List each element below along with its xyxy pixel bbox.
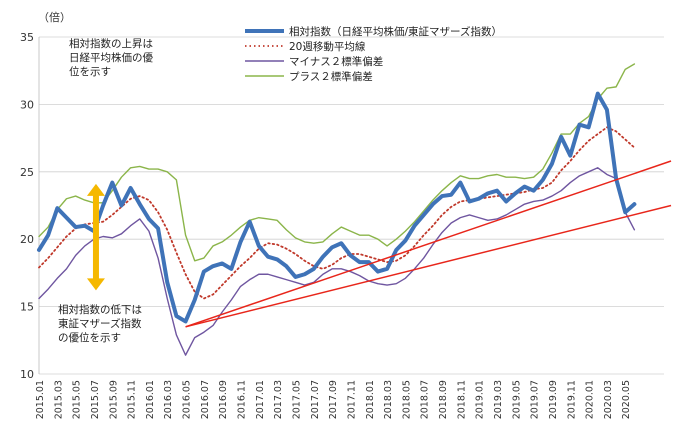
x-tick-2017.03: 2017.03 <box>273 380 284 419</box>
x-tick-2018.03: 2018.03 <box>383 380 394 419</box>
x-tick-2020.03: 2020.03 <box>603 380 614 419</box>
x-tick-2017.01: 2017.01 <box>255 380 266 419</box>
x-tick-2018.05: 2018.05 <box>401 380 412 419</box>
y-gridlines <box>38 36 664 375</box>
legend-label-2: マイナス２標準偏差 <box>289 55 383 68</box>
x-tick-2019.11: 2019.11 <box>566 380 577 419</box>
series-line-2 <box>38 167 636 356</box>
x-tick-2018.09: 2018.09 <box>438 380 449 419</box>
x-tick-2019.03: 2019.03 <box>493 380 504 419</box>
series-line-1 <box>38 126 636 300</box>
annotations: 相対指数の上昇は日経平均株価の優位を示す相対指数の低下は東証マザーズ指数の優位を… <box>58 37 153 344</box>
x-tick-2018.07: 2018.07 <box>420 380 431 419</box>
x-tick-2016.11: 2016.11 <box>237 380 248 419</box>
y-unit-label: （倍） <box>38 10 71 24</box>
note-bottom-line-0: 相対指数の低下は <box>58 303 142 316</box>
series-lines <box>37 63 637 356</box>
note-top-line-1: 日経平均株価の優 <box>69 51 153 64</box>
x-tick-2015.01: 2015.01 <box>35 380 46 419</box>
x-tick-2015.11: 2015.11 <box>127 380 138 419</box>
x-tick-2018.11: 2018.11 <box>456 380 467 419</box>
trend-line-0 <box>185 160 672 328</box>
x-tick-2017.05: 2017.05 <box>291 380 302 419</box>
x-tick-2015.07: 2015.07 <box>90 380 101 419</box>
legend-label-0: 相対指数（日経平均株価/東証マザーズ指数） <box>289 25 502 38</box>
trend-lines <box>185 160 672 328</box>
x-tick-2015.05: 2015.05 <box>72 380 83 419</box>
note-bottom-line-2: の優位を示す <box>58 331 121 344</box>
x-tick-2018.01: 2018.01 <box>365 380 376 419</box>
x-tick-2016.01: 2016.01 <box>145 380 156 419</box>
note-top-line-2: 位を示す <box>69 65 111 78</box>
legend: 相対指数（日経平均株価/東証マザーズ指数） 20週移動平均線マイナス２標準偏差プラ… <box>245 25 502 83</box>
note-bottom-line-1: 東証マザーズ指数 <box>58 317 142 330</box>
x-tick-2019.09: 2019.09 <box>548 380 559 419</box>
x-tick-2016.03: 2016.03 <box>163 380 174 419</box>
x-tick-2015.09: 2015.09 <box>108 380 119 419</box>
x-tick-2017.11: 2017.11 <box>346 380 357 419</box>
x-tick-2019.01: 2019.01 <box>475 380 486 419</box>
y-tick-10: 10 <box>20 368 34 381</box>
x-tick-2017.09: 2017.09 <box>328 380 339 419</box>
y-tick-30: 30 <box>20 98 34 111</box>
y-tick-20: 20 <box>20 233 34 246</box>
note-top-line-0: 相対指数の上昇は <box>69 37 153 50</box>
x-tick-2015.03: 2015.03 <box>53 380 64 419</box>
series-line-0 <box>37 91 637 324</box>
series-line-3 <box>38 63 636 262</box>
x-tick-2016.07: 2016.07 <box>200 380 211 419</box>
legend-label-3: プラス２標準偏差 <box>289 70 373 83</box>
x-tick-2019.05: 2019.05 <box>511 380 522 419</box>
trend-line-1 <box>185 204 672 328</box>
x-tick-2016.09: 2016.09 <box>218 380 229 419</box>
legend-label-1: 20週移動平均線 <box>289 40 366 53</box>
x-tick-labels: 2015.01 2015.03 2015.05 2015.07 2015.09 2015.… <box>35 380 632 419</box>
y-tick-25: 25 <box>20 166 34 179</box>
x-tick-2020.05: 2020.05 <box>621 380 632 419</box>
x-tick-2020.01: 2020.01 <box>585 380 596 419</box>
x-tick-2016.05: 2016.05 <box>182 380 193 419</box>
x-tick-2019.07: 2019.07 <box>530 380 541 419</box>
y-tick-35: 35 <box>20 31 34 44</box>
x-tick-2017.07: 2017.07 <box>310 380 321 419</box>
y-tick-15: 15 <box>20 301 34 314</box>
double-arrow-icon <box>86 183 105 291</box>
y-tick-labels: 10 15 20 25 30 35 <box>20 31 34 381</box>
